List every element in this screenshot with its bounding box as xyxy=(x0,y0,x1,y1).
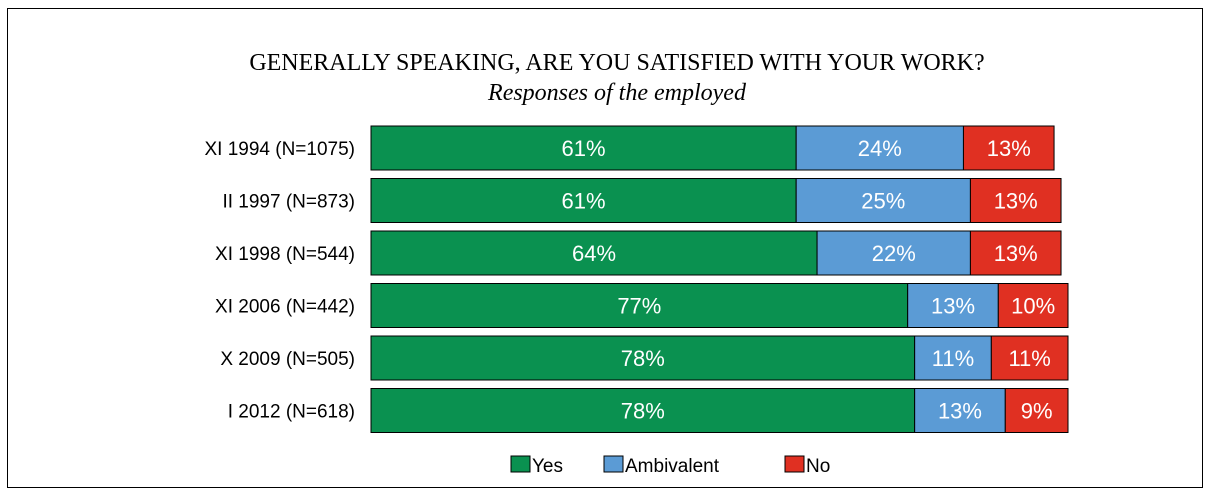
legend-label-no: No xyxy=(806,456,830,476)
legend-swatch-ambivalent xyxy=(603,455,624,473)
legend-label-yes: Yes xyxy=(532,456,563,476)
category-label: I 2012 (N=618) xyxy=(228,402,355,423)
data-label-no: 13% xyxy=(994,241,1038,266)
chart-subtitle: Responses of the employed xyxy=(487,80,747,106)
data-labels: 61% 24% 13% 61% 25% 13% 64% 22% 13% 77% 13% 10% 78% 1… xyxy=(562,136,1056,424)
bar-no xyxy=(997,283,1069,328)
data-label-yes: 61% xyxy=(562,189,606,214)
data-label-no: 10% xyxy=(1011,294,1055,319)
data-label-yes: 78% xyxy=(621,346,665,371)
data-label-ambivalent: 13% xyxy=(931,294,975,319)
category-label: X 2009 (N=505) xyxy=(220,349,355,370)
category-label: XI 2006 (N=442) xyxy=(215,297,355,318)
bar-yes xyxy=(370,125,797,171)
bar-yes xyxy=(370,335,916,381)
data-label-yes: 64% xyxy=(572,241,616,266)
category-labels: XI 1994 (N=1075) II 1997 (N=873) XI 1998 (… xyxy=(204,139,355,423)
bars xyxy=(370,125,1069,433)
legend: Yes Ambivalent No xyxy=(510,455,830,476)
legend-swatch-no xyxy=(784,455,805,473)
bar-no xyxy=(990,335,1069,381)
data-label-no: 11% xyxy=(1008,346,1050,371)
data-label-no: 13% xyxy=(987,136,1031,161)
bar-no xyxy=(969,230,1062,276)
bar-no xyxy=(1004,388,1069,433)
data-label-yes: 77% xyxy=(617,294,661,319)
data-label-ambivalent: 25% xyxy=(861,189,905,214)
data-label-no: 13% xyxy=(994,189,1038,214)
legend-label-ambivalent: Ambivalent xyxy=(625,456,720,476)
data-label-yes: 61% xyxy=(562,136,606,161)
bar-ambivalent xyxy=(914,388,1006,433)
bar-ambivalent xyxy=(795,178,971,223)
data-label-yes: 78% xyxy=(621,399,665,424)
data-label-no: 9% xyxy=(1021,399,1053,424)
category-label: XI 1994 (N=1075) xyxy=(204,139,355,160)
bar-ambivalent xyxy=(816,230,971,276)
legend-swatch-yes xyxy=(510,455,531,473)
bar-ambivalent xyxy=(795,125,964,171)
bar-yes xyxy=(370,178,797,223)
bar-yes xyxy=(370,388,916,433)
bar-no xyxy=(962,125,1055,171)
bar-no xyxy=(969,178,1062,223)
data-label-ambivalent: 22% xyxy=(872,241,916,266)
bar-ambivalent xyxy=(907,283,999,328)
data-label-ambivalent: 24% xyxy=(858,136,902,161)
chart-title: GENERALLY SPEAKING, ARE YOU SATISFIED WI… xyxy=(249,50,984,76)
category-label: XI 1998 (N=544) xyxy=(215,244,355,265)
data-label-ambivalent: 11% xyxy=(932,346,974,371)
category-label: II 1997 (N=873) xyxy=(222,192,355,213)
bar-yes xyxy=(370,230,818,276)
chart: GENERALLY SPEAKING, ARE YOU SATISFIED WI… xyxy=(204,50,1069,476)
data-label-ambivalent: 13% xyxy=(938,399,982,424)
